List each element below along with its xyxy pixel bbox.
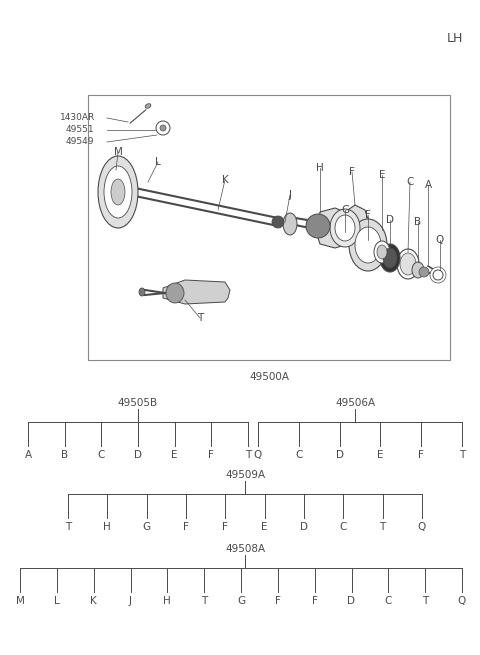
Text: 1430AR: 1430AR [60,113,95,122]
Ellipse shape [383,248,397,268]
Text: F: F [418,450,424,460]
Text: F: F [275,596,281,606]
Circle shape [433,270,443,280]
Text: A: A [24,450,32,460]
Text: T: T [380,522,386,532]
Text: Q: Q [436,235,444,245]
Text: D: D [348,596,356,606]
Text: J: J [129,596,132,606]
Ellipse shape [166,283,184,303]
Circle shape [430,267,446,283]
Text: K: K [90,596,97,606]
Text: D: D [300,522,308,532]
Text: G: G [143,522,151,532]
Text: G: G [341,205,349,215]
Ellipse shape [104,166,132,218]
Ellipse shape [111,179,125,205]
Ellipse shape [380,244,400,272]
Text: D: D [386,215,394,225]
Text: 49509A: 49509A [225,470,265,480]
Text: 49549: 49549 [66,138,95,147]
Text: T: T [459,450,465,460]
Text: L: L [155,157,161,167]
Circle shape [306,214,330,238]
Text: 49500A: 49500A [249,372,289,382]
Text: B: B [61,450,68,460]
Text: T: T [197,313,203,323]
Text: E: E [377,450,384,460]
Text: M: M [15,596,24,606]
Text: F: F [222,522,228,532]
Circle shape [156,121,170,135]
Text: LH: LH [447,31,463,45]
Circle shape [419,267,429,277]
Ellipse shape [335,215,355,241]
Text: E: E [171,450,178,460]
Text: 49508A: 49508A [225,544,265,554]
Polygon shape [163,280,230,304]
Text: H: H [164,596,171,606]
Text: L: L [54,596,60,606]
Ellipse shape [377,245,387,259]
Ellipse shape [349,219,387,271]
Text: C: C [97,450,105,460]
Polygon shape [316,205,370,248]
Ellipse shape [283,213,297,235]
Text: A: A [424,180,432,190]
Text: G: G [237,596,245,606]
Text: Q: Q [458,596,466,606]
Text: C: C [340,522,347,532]
Text: E: E [262,522,268,532]
Circle shape [272,216,284,228]
Text: H: H [316,163,324,173]
Text: E: E [379,170,385,180]
Ellipse shape [355,227,381,263]
Text: M: M [114,147,122,157]
Text: F: F [208,450,214,460]
Text: D: D [134,450,142,460]
Text: F: F [312,596,318,606]
Ellipse shape [145,103,151,108]
Text: F: F [349,167,355,177]
Text: T: T [245,450,251,460]
Ellipse shape [139,288,145,296]
Ellipse shape [400,253,416,275]
Text: Q: Q [254,450,262,460]
Text: J: J [288,190,291,200]
Ellipse shape [374,241,390,263]
Bar [88,95,450,360]
Text: T: T [201,596,207,606]
Text: B: B [414,217,421,227]
Text: C: C [295,450,302,460]
Ellipse shape [330,209,360,247]
Circle shape [160,125,166,131]
Text: F: F [183,522,189,532]
Text: 49506A: 49506A [335,398,375,408]
Text: 49505B: 49505B [118,398,158,408]
Text: F: F [365,210,371,220]
Text: Q: Q [418,522,426,532]
Text: T: T [422,596,428,606]
Text: D: D [336,450,344,460]
Text: H: H [104,522,111,532]
Ellipse shape [397,249,419,279]
Text: T: T [65,522,71,532]
Text: K: K [222,175,228,185]
Text: C: C [384,596,392,606]
Text: 49551: 49551 [66,126,95,134]
Ellipse shape [412,262,424,278]
Ellipse shape [98,156,138,228]
Text: C: C [406,177,414,187]
